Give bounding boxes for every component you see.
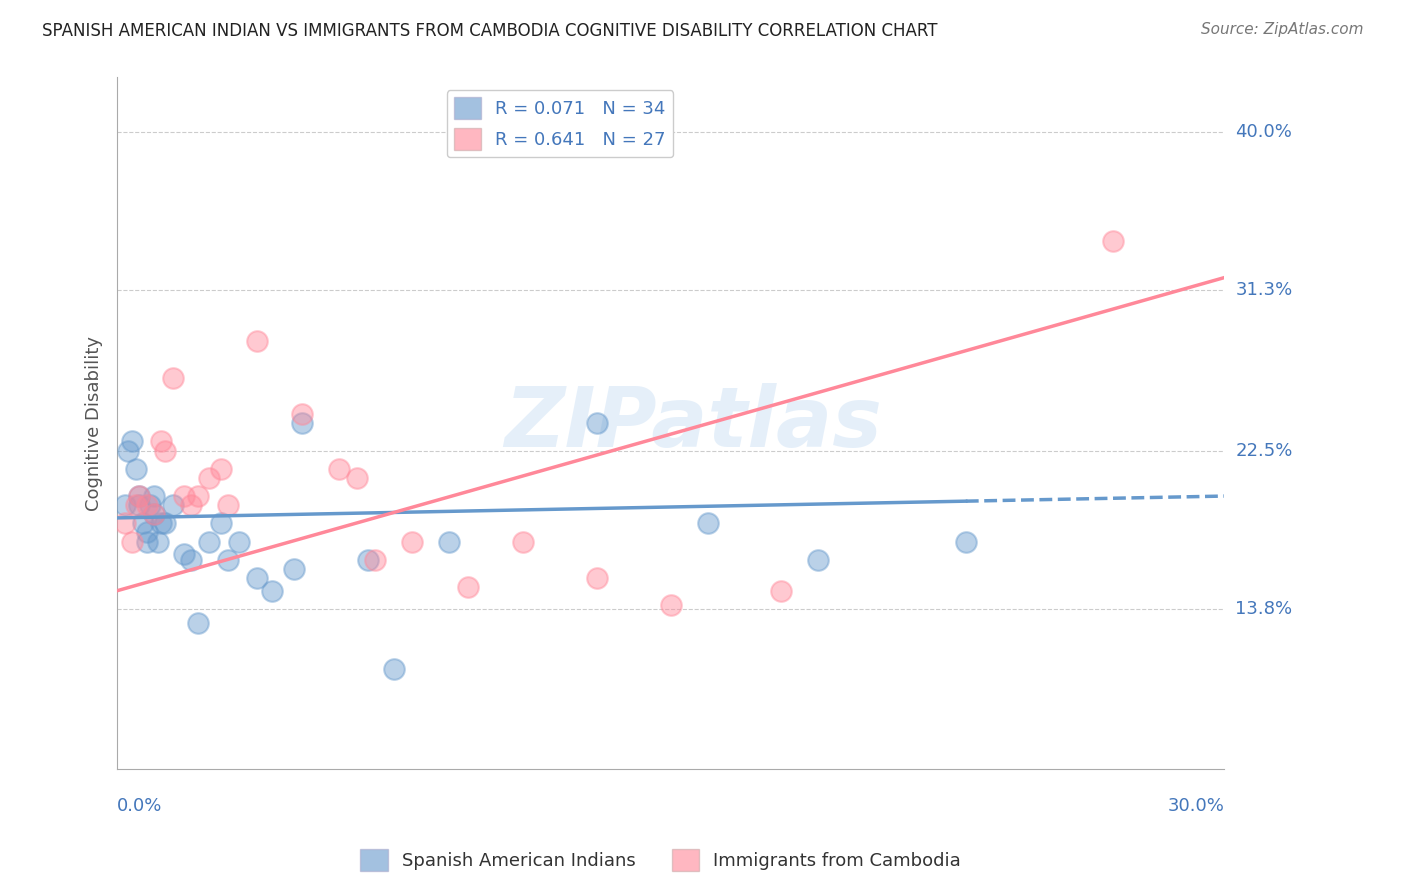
Point — [246, 571, 269, 585]
Text: 31.3%: 31.3% — [1236, 281, 1292, 300]
Point — [1102, 234, 1125, 248]
Point — [187, 489, 209, 503]
Point — [114, 498, 136, 512]
Text: 0.0%: 0.0% — [117, 797, 163, 814]
Point — [659, 599, 682, 613]
Point — [153, 443, 176, 458]
Point — [586, 571, 609, 585]
Point — [291, 407, 314, 421]
Point — [291, 417, 314, 431]
Point — [217, 553, 239, 567]
Point — [173, 547, 195, 561]
Point — [143, 508, 166, 522]
Point — [198, 534, 221, 549]
Point — [135, 534, 157, 549]
Point — [209, 462, 232, 476]
Point — [162, 370, 184, 384]
Point — [128, 489, 150, 503]
Point — [807, 553, 830, 567]
Point — [696, 516, 718, 531]
Point — [128, 489, 150, 503]
Text: ZIPatlas: ZIPatlas — [503, 383, 882, 464]
Point — [132, 516, 155, 531]
Point — [586, 417, 609, 431]
Point — [283, 562, 305, 576]
Point — [770, 583, 793, 598]
Point — [512, 534, 534, 549]
Point — [401, 534, 423, 549]
Y-axis label: Cognitive Disability: Cognitive Disability — [86, 335, 103, 511]
Point — [114, 516, 136, 531]
Point — [439, 534, 461, 549]
Legend: Spanish American Indians, Immigrants from Cambodia: Spanish American Indians, Immigrants fro… — [353, 842, 969, 879]
Point — [135, 498, 157, 512]
Point — [121, 534, 143, 549]
Point — [246, 334, 269, 349]
Point — [198, 471, 221, 485]
Text: SPANISH AMERICAN INDIAN VS IMMIGRANTS FROM CAMBODIA COGNITIVE DISABILITY CORRELA: SPANISH AMERICAN INDIAN VS IMMIGRANTS FR… — [42, 22, 938, 40]
Point — [128, 498, 150, 512]
Point — [457, 580, 479, 594]
Point — [150, 434, 173, 449]
Point — [357, 553, 380, 567]
Point — [143, 508, 166, 522]
Point — [124, 462, 146, 476]
Point — [124, 498, 146, 512]
Point — [955, 534, 977, 549]
Point — [121, 434, 143, 449]
Point — [346, 471, 368, 485]
Point — [262, 583, 284, 598]
Point — [228, 534, 250, 549]
Legend: R = 0.071   N = 34, R = 0.641   N = 27: R = 0.071 N = 34, R = 0.641 N = 27 — [447, 90, 673, 158]
Point — [162, 498, 184, 512]
Text: 22.5%: 22.5% — [1236, 442, 1292, 459]
Point — [382, 662, 405, 676]
Point — [135, 525, 157, 540]
Point — [173, 489, 195, 503]
Point — [187, 616, 209, 631]
Text: 13.8%: 13.8% — [1236, 600, 1292, 618]
Point — [153, 516, 176, 531]
Point — [139, 498, 162, 512]
Text: Source: ZipAtlas.com: Source: ZipAtlas.com — [1201, 22, 1364, 37]
Point — [117, 443, 139, 458]
Point — [180, 498, 202, 512]
Point — [328, 462, 350, 476]
Point — [180, 553, 202, 567]
Text: 30.0%: 30.0% — [1167, 797, 1225, 814]
Point — [150, 516, 173, 531]
Point — [364, 553, 387, 567]
Point — [209, 516, 232, 531]
Text: 40.0%: 40.0% — [1236, 123, 1292, 141]
Point — [146, 534, 169, 549]
Point — [143, 489, 166, 503]
Point — [217, 498, 239, 512]
